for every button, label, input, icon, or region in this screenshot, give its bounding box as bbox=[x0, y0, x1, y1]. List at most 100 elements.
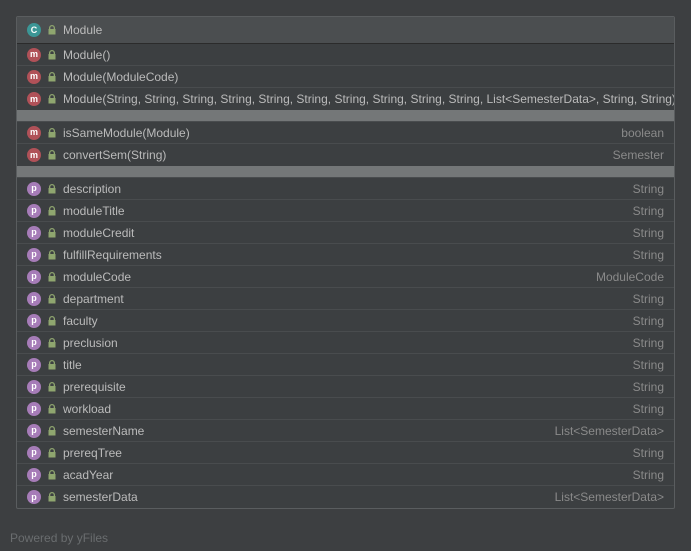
lock-icon bbox=[47, 228, 57, 238]
class-header[interactable]: C Module bbox=[17, 17, 674, 44]
lock-icon bbox=[47, 338, 57, 348]
field-type: String bbox=[633, 292, 664, 306]
field-row[interactable]: p moduleTitle String bbox=[17, 200, 674, 222]
class-icon: C bbox=[27, 23, 41, 37]
field-row[interactable]: ppreclusion String bbox=[17, 332, 674, 354]
method-icon: m bbox=[27, 92, 41, 106]
method-row[interactable]: m convertSem(String) Semester bbox=[17, 144, 674, 166]
field-label: department bbox=[63, 292, 124, 306]
lock-icon bbox=[47, 448, 57, 458]
row-left: pfulfillRequirements bbox=[27, 248, 162, 262]
lock-icon bbox=[47, 316, 57, 326]
field-label: moduleCredit bbox=[63, 226, 134, 240]
lock-icon bbox=[47, 426, 57, 436]
lock-icon bbox=[47, 94, 57, 104]
constructor-label: Module(ModuleCode) bbox=[63, 70, 178, 84]
constructor-row[interactable]: mModule() bbox=[17, 44, 674, 66]
row-left: p semesterData bbox=[27, 490, 138, 504]
property-icon: p bbox=[27, 358, 41, 372]
field-row[interactable]: pmoduleCredit String bbox=[17, 222, 674, 244]
field-type: String bbox=[633, 468, 664, 482]
lock-icon bbox=[47, 150, 57, 160]
footer-text: Powered by yFiles bbox=[10, 531, 108, 545]
lock-icon bbox=[47, 72, 57, 82]
field-label: semesterName bbox=[63, 424, 144, 438]
field-label: semesterData bbox=[63, 490, 138, 504]
field-row[interactable]: psemesterDataList<SemesterData> bbox=[17, 486, 674, 508]
property-icon: p bbox=[27, 182, 41, 196]
field-row[interactable]: psemesterName List<SemesterData> bbox=[17, 420, 674, 442]
field-type: String bbox=[633, 358, 664, 372]
method-icon: m bbox=[27, 126, 41, 140]
section-separator bbox=[17, 166, 674, 178]
property-icon: p bbox=[27, 446, 41, 460]
field-type: List<SemesterData> bbox=[555, 424, 664, 438]
property-icon: p bbox=[27, 468, 41, 482]
field-row[interactable]: pdescription String bbox=[17, 178, 674, 200]
property-icon: p bbox=[27, 402, 41, 416]
row-left: m Module(ModuleCode) bbox=[27, 70, 178, 84]
row-left: p moduleTitle bbox=[27, 204, 125, 218]
row-left: pmoduleCredit bbox=[27, 226, 134, 240]
constructors-section: mModule()mModule(ModuleCode)mModule(Stri… bbox=[17, 44, 674, 110]
field-label: moduleTitle bbox=[63, 204, 125, 218]
property-icon: p bbox=[27, 490, 41, 504]
field-row[interactable]: pmoduleCode ModuleCode bbox=[17, 266, 674, 288]
field-row[interactable]: pprerequisiteString bbox=[17, 376, 674, 398]
constructor-row[interactable]: m Module(String, String, String, String, … bbox=[17, 88, 674, 110]
method-icon: m bbox=[27, 70, 41, 84]
field-type: String bbox=[633, 204, 664, 218]
row-left: p department bbox=[27, 292, 124, 306]
row-left: p title bbox=[27, 358, 82, 372]
section-separator bbox=[17, 110, 674, 122]
row-left: psemesterName bbox=[27, 424, 144, 438]
constructor-row[interactable]: m Module(ModuleCode) bbox=[17, 66, 674, 88]
row-left: pmoduleCode bbox=[27, 270, 131, 284]
constructor-label: Module() bbox=[63, 48, 110, 62]
field-type: String bbox=[633, 402, 664, 416]
row-left: pdescription bbox=[27, 182, 121, 196]
field-type: String bbox=[633, 446, 664, 460]
field-row[interactable]: pfulfillRequirementsString bbox=[17, 244, 674, 266]
method-row[interactable]: misSameModule(Module)boolean bbox=[17, 122, 674, 144]
constructor-label: Module(String, String, String, String, S… bbox=[63, 92, 675, 106]
lock-icon bbox=[47, 382, 57, 392]
lock-icon bbox=[47, 404, 57, 414]
field-label: acadYear bbox=[63, 468, 113, 482]
row-left: mModule(String, String, String, String, … bbox=[27, 92, 664, 106]
property-icon: p bbox=[27, 204, 41, 218]
property-icon: p bbox=[27, 292, 41, 306]
method-icon: m bbox=[27, 148, 41, 162]
lock-icon bbox=[47, 492, 57, 502]
row-left: p faculty bbox=[27, 314, 98, 328]
field-label: workload bbox=[63, 402, 111, 416]
field-row[interactable]: pfacultyString bbox=[17, 310, 674, 332]
field-row[interactable]: p department String bbox=[17, 288, 674, 310]
row-left: mModule() bbox=[27, 48, 110, 62]
field-row[interactable]: p workload String bbox=[17, 398, 674, 420]
lock-icon bbox=[47, 470, 57, 480]
property-icon: p bbox=[27, 314, 41, 328]
field-type: String bbox=[633, 182, 664, 196]
row-left: m convertSem(String) bbox=[27, 148, 166, 162]
lock-icon bbox=[47, 25, 57, 35]
field-label: moduleCode bbox=[63, 270, 131, 284]
field-type: String bbox=[633, 226, 664, 240]
row-left: ppreclusion bbox=[27, 336, 118, 350]
method-label: convertSem(String) bbox=[63, 148, 166, 162]
field-type: ModuleCode bbox=[596, 270, 664, 284]
row-left: p prereqTree bbox=[27, 446, 122, 460]
field-row[interactable]: p acadYear String bbox=[17, 464, 674, 486]
field-label: prereqTree bbox=[63, 446, 122, 460]
lock-icon bbox=[47, 294, 57, 304]
lock-icon bbox=[47, 50, 57, 60]
field-row[interactable]: p prereqTree String bbox=[17, 442, 674, 464]
method-type: Semester bbox=[613, 148, 664, 162]
field-label: faculty bbox=[63, 314, 98, 328]
lock-icon bbox=[47, 206, 57, 216]
fields-section: pdescriptionStringpmoduleTitleStringpmod… bbox=[17, 178, 674, 508]
row-left: misSameModule(Module) bbox=[27, 126, 190, 140]
field-type: String bbox=[633, 336, 664, 350]
field-row[interactable]: p title String bbox=[17, 354, 674, 376]
field-label: title bbox=[63, 358, 82, 372]
